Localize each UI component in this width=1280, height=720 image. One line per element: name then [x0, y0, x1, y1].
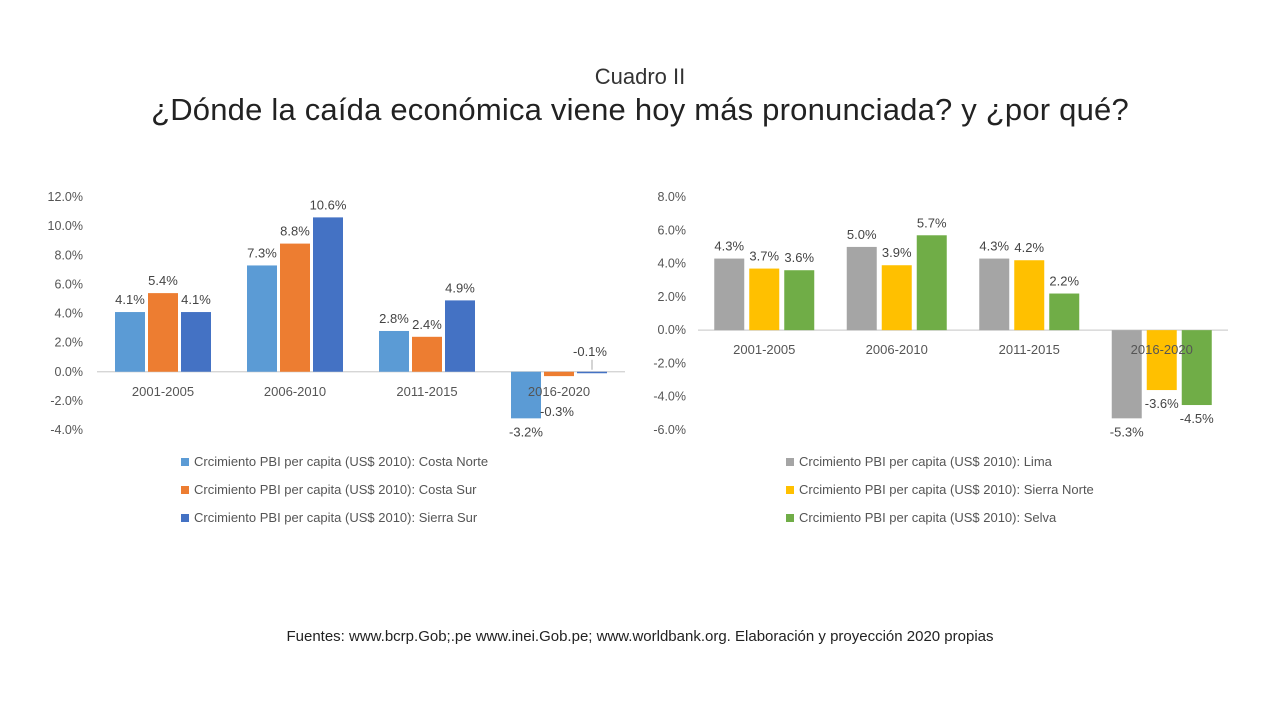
y-tick-label: 4.0%	[658, 257, 687, 271]
category-label: 2006-2010	[264, 384, 326, 399]
data-label: 3.7%	[749, 249, 779, 264]
legend-swatch	[786, 458, 794, 466]
legend-label: Crcimiento PBI per capita (US$ 2010): Co…	[194, 482, 477, 497]
y-tick-label: -6.0%	[653, 423, 686, 437]
y-tick-label: 8.0%	[658, 190, 687, 204]
y-tick-label: -2.0%	[50, 394, 83, 408]
bar	[148, 293, 178, 372]
legend-swatch	[181, 514, 189, 522]
data-label: 5.4%	[148, 273, 178, 288]
bar	[749, 268, 780, 331]
bar	[714, 258, 745, 331]
data-label: -0.1%	[573, 344, 607, 359]
y-tick-label: -4.0%	[50, 423, 83, 437]
y-tick-label: 10.0%	[48, 219, 83, 233]
bar	[784, 270, 815, 331]
legend-label: Crcimiento PBI per capita (US$ 2010): Co…	[194, 454, 488, 469]
data-label: 3.6%	[784, 250, 814, 265]
bar	[846, 246, 877, 331]
y-tick-label: 6.0%	[658, 223, 687, 237]
bar	[115, 312, 145, 372]
data-label: 4.3%	[714, 239, 744, 254]
bar	[916, 235, 947, 331]
legend-swatch	[786, 514, 794, 522]
y-tick-label: 8.0%	[55, 248, 84, 262]
data-label: 2.4%	[412, 317, 442, 332]
data-label: 5.0%	[847, 227, 877, 242]
bar	[1181, 330, 1212, 406]
slide-subtitle: Cuadro II	[594, 64, 686, 89]
source-note: Fuentes: www.bcrp.Gob;.pe www.inei.Gob.p…	[286, 628, 994, 645]
legend-swatch	[181, 458, 189, 466]
data-label: 4.1%	[115, 292, 145, 307]
bar	[181, 312, 211, 372]
data-label: -3.6%	[1145, 396, 1179, 411]
legend-label: Crcimiento PBI per capita (US$ 2010): Se…	[799, 510, 1057, 525]
data-label: -4.5%	[1180, 411, 1214, 426]
bar	[1014, 260, 1045, 331]
y-tick-label: -4.0%	[653, 390, 686, 404]
chart-left: 12.0% 10.0% 8.0% 6.0% 4.0% 2.0% 0.0% -2.0% -4.0%…	[48, 190, 625, 525]
data-label: 4.2%	[1014, 240, 1044, 255]
y-tick-label: 2.0%	[658, 290, 687, 304]
bar	[1146, 330, 1177, 391]
bar	[445, 300, 475, 372]
data-label: 2.8%	[379, 311, 409, 326]
category-label: 2001-2005	[132, 384, 194, 399]
bar	[313, 217, 343, 372]
legend-label: Crcimiento PBI per capita (US$ 2010): Si…	[799, 482, 1094, 497]
bar	[881, 265, 912, 331]
data-label: 4.3%	[979, 239, 1009, 254]
data-label: 4.9%	[445, 280, 475, 295]
data-label: 3.9%	[882, 245, 912, 260]
chart-right: 8.0% 6.0% 4.0% 2.0% 0.0% -2.0% -4.0% -6.0% 4.3% 3…	[653, 190, 1228, 525]
bar	[412, 336, 442, 372]
data-label: 2.2%	[1049, 274, 1079, 289]
category-label: 2011-2015	[396, 384, 457, 399]
legend-label: Crcimiento PBI per capita (US$ 2010): Li…	[799, 454, 1053, 469]
bar	[280, 243, 310, 372]
legend-swatch	[181, 486, 189, 494]
y-tick-label: 0.0%	[55, 365, 84, 379]
category-label: 2001-2005	[733, 342, 795, 357]
y-tick-label: 2.0%	[55, 336, 84, 350]
bar	[1049, 293, 1080, 331]
bar	[511, 371, 541, 419]
category-label: 2006-2010	[866, 342, 928, 357]
category-label: 2016-2020	[1131, 342, 1193, 357]
data-label: 7.3%	[247, 245, 277, 260]
data-label: 5.7%	[917, 215, 947, 230]
legend-swatch	[786, 486, 794, 494]
y-tick-label: -2.0%	[653, 356, 686, 370]
data-label: 10.6%	[310, 197, 347, 212]
bar	[247, 265, 277, 372]
bar	[544, 371, 574, 377]
category-label: 2016-2020	[528, 384, 590, 399]
data-label: 4.1%	[181, 292, 211, 307]
y-tick-label: 4.0%	[55, 307, 84, 321]
bar	[979, 258, 1010, 331]
bar	[379, 330, 409, 372]
data-label: -3.2%	[509, 424, 543, 439]
y-tick-label: 0.0%	[658, 323, 687, 337]
legend-label: Crcimiento PBI per capita (US$ 2010): Si…	[194, 510, 478, 525]
data-label: -0.3%	[540, 404, 574, 419]
bar	[1111, 330, 1142, 419]
y-tick-label: 6.0%	[55, 277, 84, 291]
data-label: -5.3%	[1110, 424, 1144, 439]
category-label: 2011-2015	[999, 342, 1060, 357]
data-label: 8.8%	[280, 224, 310, 239]
y-tick-label: 12.0%	[48, 190, 83, 204]
bar	[577, 371, 607, 374]
slide-title: ¿Dónde la caída económica viene hoy más …	[151, 92, 1129, 127]
